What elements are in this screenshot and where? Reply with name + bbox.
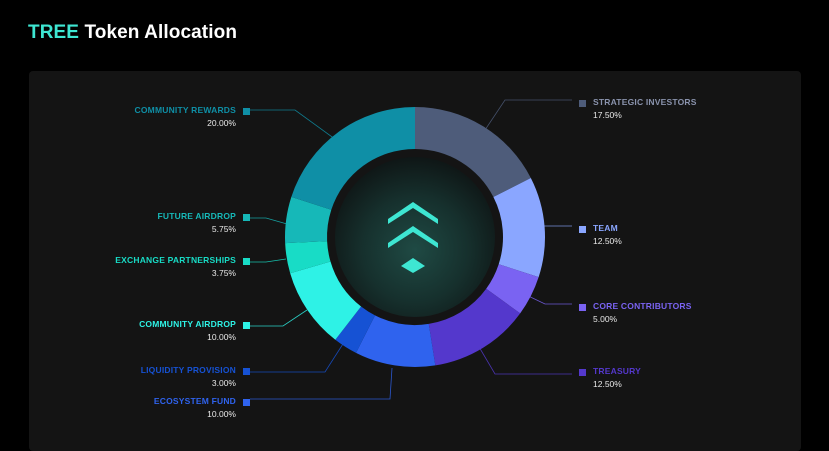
leader-line-community-rewards <box>250 109 351 151</box>
legend-name-exchange-partnerships: EXCHANGE PARTNERSHIPS <box>115 255 236 265</box>
legend-value-team: 12.50% <box>593 236 622 246</box>
donut-hole <box>335 157 495 317</box>
legend-name-ecosystem-fund: ECOSYSTEM FUND <box>153 396 236 406</box>
slice-liquidity-provision[interactable] <box>335 306 376 353</box>
legend-value-strategic-investors: 17.50% <box>593 110 622 120</box>
leader-line-exchange-partnerships <box>250 258 287 263</box>
slice-community-rewards[interactable] <box>291 107 415 210</box>
legend-value-exchange-partnerships: 3.75% <box>211 268 236 278</box>
legend-marker-community-airdrop <box>243 322 250 329</box>
leader-line-strategic-investors <box>480 99 572 137</box>
legend-marker-liquidity-provision <box>243 368 250 375</box>
donut-chart <box>250 99 572 400</box>
legend-marker-exchange-partnerships <box>243 258 250 265</box>
leader-line-community-airdrop <box>250 309 308 327</box>
legend-name-future-airdrop: FUTURE AIRDROP <box>157 211 236 221</box>
slice-core-contributors[interactable] <box>486 264 539 314</box>
legend-name-treasury: TREASURY <box>593 366 642 376</box>
donut-slices <box>285 107 545 367</box>
title-text: Token Allocation <box>84 22 238 43</box>
legend-name-community-rewards: COMMUNITY REWARDS <box>134 105 236 115</box>
legend-value-future-airdrop: 5.75% <box>211 224 236 234</box>
legend-value-treasury: 12.50% <box>593 379 622 389</box>
legend-name-community-airdrop: COMMUNITY AIRDROP <box>139 319 236 329</box>
legend-name-team: TEAM <box>593 223 618 233</box>
legend-marker-future-airdrop <box>243 214 250 221</box>
slice-exchange-partnerships[interactable] <box>285 241 331 274</box>
legend-marker-core-contributors <box>579 304 586 311</box>
legend-marker-treasury <box>579 369 586 376</box>
slice-community-airdrop[interactable] <box>290 261 362 340</box>
legend-marker-ecosystem-fund <box>243 399 250 406</box>
slice-strategic-investors[interactable] <box>415 107 531 198</box>
legend-name-strategic-investors: STRATEGIC INVESTORS <box>593 97 697 107</box>
leader-line-liquidity-provision <box>250 332 351 373</box>
tree-logo-icon <box>388 202 438 273</box>
page-title: TREE Token Allocation <box>28 22 237 44</box>
title-accent: TREE <box>28 22 80 43</box>
slice-ecosystem-fund[interactable] <box>355 315 436 367</box>
slice-future-airdrop[interactable] <box>285 196 332 244</box>
legend-value-core-contributors: 5.00% <box>593 314 618 324</box>
legend-value-community-airdrop: 10.00% <box>207 332 236 342</box>
slice-treasury[interactable] <box>428 288 521 366</box>
leader-lines <box>250 99 572 400</box>
slice-team[interactable] <box>493 177 545 278</box>
legend-name-liquidity-provision: LIQUIDITY PROVISION <box>140 365 236 375</box>
legend-name-core-contributors: CORE CONTRIBUTORS <box>593 301 692 311</box>
legend-marker-strategic-investors <box>579 100 586 107</box>
legend-value-liquidity-provision: 3.00% <box>211 378 236 388</box>
legend-marker-community-rewards <box>243 108 250 115</box>
legend-value-ecosystem-fund: 10.00% <box>207 409 236 419</box>
leader-line-ecosystem-fund <box>250 367 393 400</box>
legend-marker-team <box>579 226 586 233</box>
leader-line-future-airdrop <box>250 217 288 225</box>
legend-value-community-rewards: 20.00% <box>207 118 236 128</box>
